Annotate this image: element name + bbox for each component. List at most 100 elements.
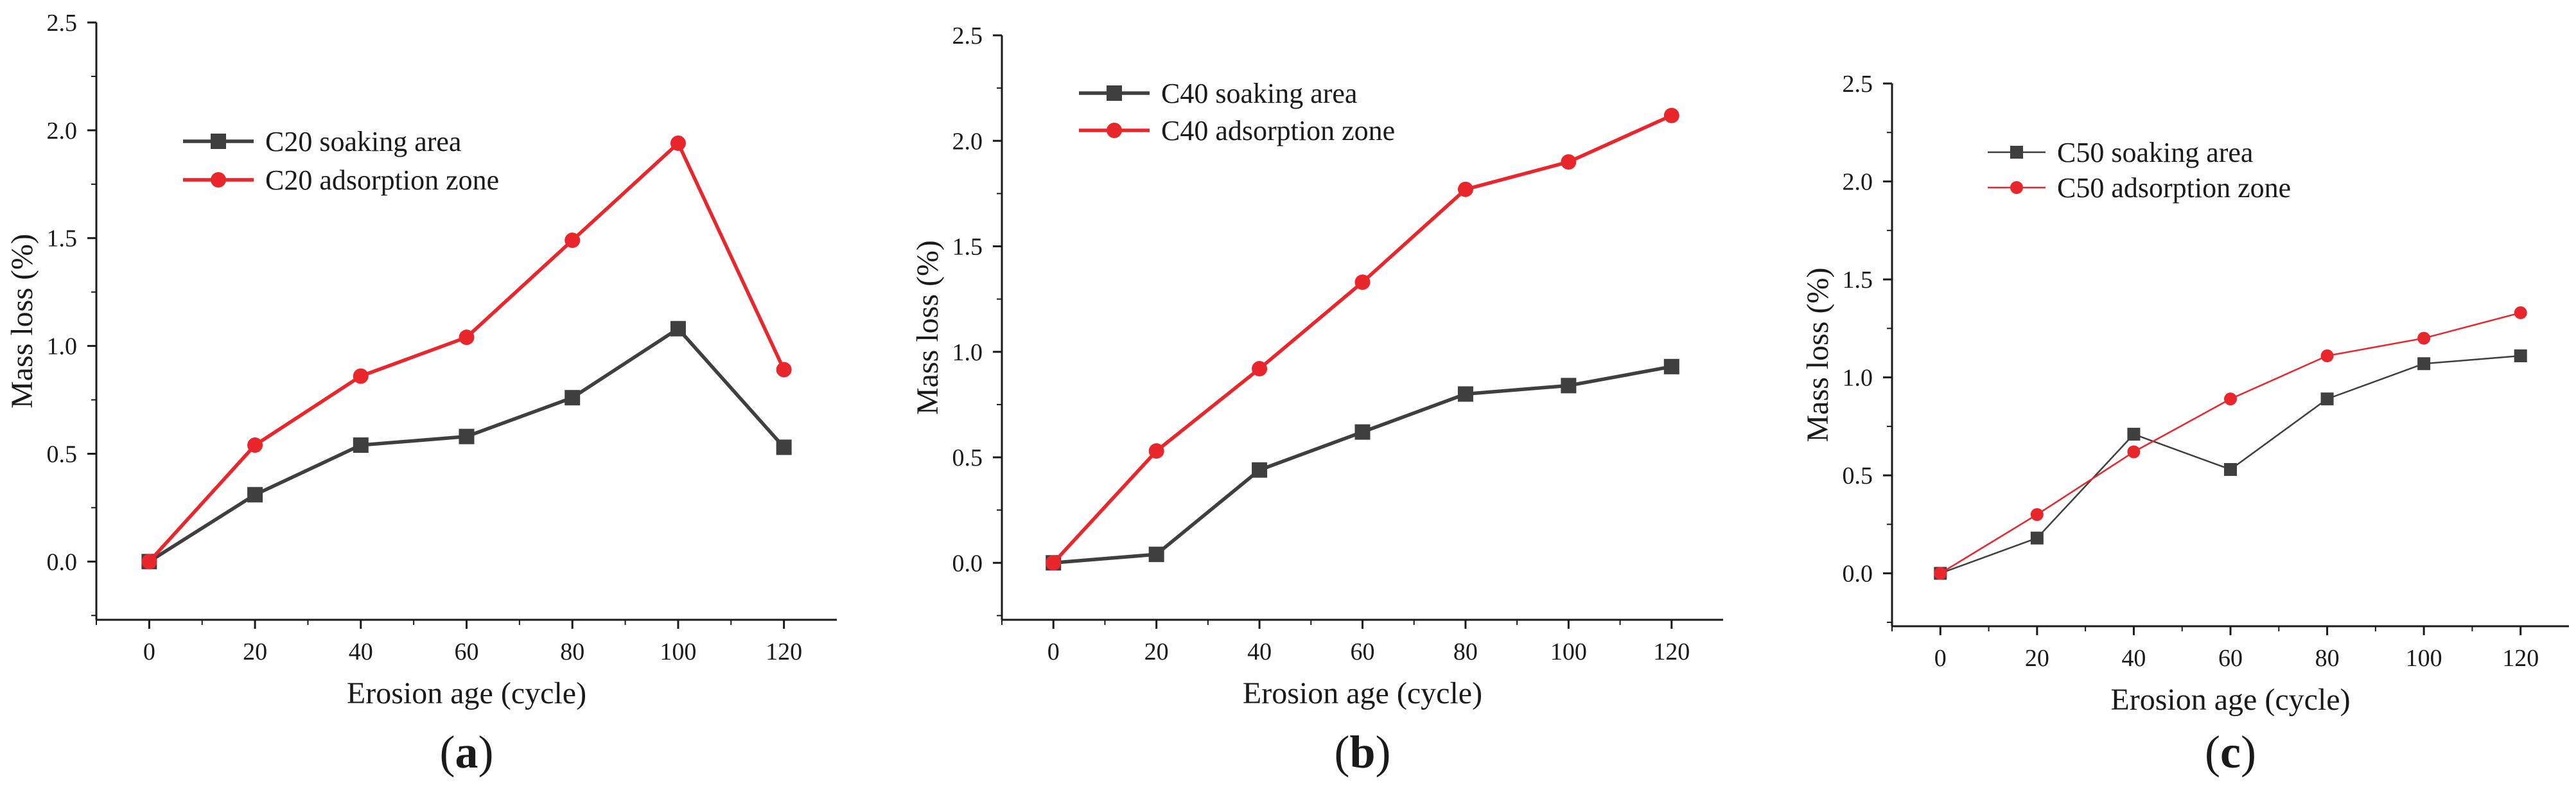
data-point <box>1457 181 1473 197</box>
data-point <box>1934 566 1947 580</box>
x-tick-label: 0 <box>1934 645 1947 672</box>
y-axis-title: Mass loss (%) <box>1801 268 1835 443</box>
data-point <box>1354 274 1371 290</box>
y-tick-label: 1.5 <box>952 234 983 261</box>
chart-panel-b: 0 20 40 60 80 100 120 0.0 0.5 1.0 1.5 2.0 2.5 Erosion… <box>911 22 1723 778</box>
data-point <box>2417 357 2431 371</box>
data-point <box>1148 547 1164 563</box>
x-tick-label: 120 <box>766 638 802 665</box>
data-point <box>1354 424 1371 440</box>
y-tick-label: 2.0 <box>1843 169 1873 196</box>
y-tick-label: 1.0 <box>1843 365 1873 392</box>
y-tick-label: 2.5 <box>952 22 983 49</box>
data-point <box>776 362 792 378</box>
x-tick-label: 80 <box>2315 645 2340 672</box>
x-tick-label: 60 <box>455 638 479 665</box>
y-tick-label: 1.5 <box>1843 267 1873 294</box>
y-tick-label: 0.0 <box>1843 561 1873 588</box>
y-tick-label: 2.0 <box>952 128 983 155</box>
y-axis-title: Mass loss (%) <box>5 234 39 408</box>
x-tick-label: 60 <box>1351 638 1375 665</box>
data-point <box>2030 531 2044 545</box>
y-tick-label: 0.5 <box>1843 462 1873 489</box>
y-tick-label: 0.5 <box>47 441 78 468</box>
data-point <box>2127 428 2141 441</box>
legend-label: C20 adsorption zone <box>265 164 499 196</box>
x-tick-label: 0 <box>1047 638 1060 665</box>
x-axis-title: Erosion age (cycle) <box>347 676 586 710</box>
data-point <box>1561 378 1577 394</box>
data-point <box>670 320 686 337</box>
legend-marker <box>1107 85 1122 101</box>
panel-label-letter: c <box>2220 726 2241 778</box>
data-point <box>2320 349 2334 363</box>
x-tick-label: 0 <box>143 638 155 665</box>
y-tick-label: 0.5 <box>952 444 983 471</box>
data-point <box>2224 392 2237 406</box>
legend-marker <box>211 172 226 188</box>
x-tick-label: 120 <box>2502 645 2539 672</box>
x-tick-label: 100 <box>2406 645 2442 672</box>
y-tick-label: 2.5 <box>1843 71 1873 98</box>
data-point <box>1663 358 1679 374</box>
data-point <box>776 439 792 455</box>
x-tick-label: 80 <box>560 638 584 665</box>
y-tick-label: 2.0 <box>47 118 78 145</box>
data-point <box>1663 107 1679 123</box>
data-point <box>247 487 263 503</box>
data-point <box>1252 462 1268 478</box>
data-point <box>2514 349 2527 363</box>
data-point <box>1457 386 1473 402</box>
data-point <box>1561 154 1577 170</box>
panel-label: (a) <box>440 726 494 778</box>
x-tick-label: 120 <box>1653 638 1690 665</box>
data-point <box>247 437 263 453</box>
data-point <box>1046 555 1062 571</box>
panel-label: (c) <box>2205 726 2256 778</box>
x-tick-label: 60 <box>2218 645 2243 672</box>
legend-label: C50 soaking area <box>2057 137 2253 168</box>
data-point <box>1252 361 1268 377</box>
data-point <box>670 136 686 152</box>
chart-panel-a: 0 20 40 60 80 100 120 0.0 0.5 1.0 1.5 2.0 2.5 Erosion… <box>5 10 837 778</box>
x-tick-label: 20 <box>2025 645 2049 672</box>
legend-label: C40 adsorption zone <box>1161 115 1395 146</box>
x-tick-label: 100 <box>660 638 696 665</box>
chart-panel-c: 0 20 40 60 80 100 120 0.0 0.5 1.0 1.5 2.0 2.5 Erosion… <box>1801 71 2569 778</box>
y-tick-label: 0.0 <box>47 549 78 575</box>
data-point <box>2030 508 2044 522</box>
y-tick-label: 1.0 <box>47 333 78 360</box>
data-point <box>1148 443 1164 459</box>
series-line-adsorption <box>148 141 786 563</box>
data-point <box>2514 306 2527 319</box>
x-tick-label: 20 <box>1144 638 1169 665</box>
x-tick-label: 40 <box>349 638 373 665</box>
y-tick-label: 1.5 <box>47 225 78 252</box>
data-point <box>565 233 581 249</box>
legend-label: C40 soaking area <box>1161 78 1357 109</box>
panel-label: (b) <box>1334 726 1390 778</box>
data-point <box>2417 331 2431 345</box>
data-point <box>353 368 369 384</box>
data-point <box>2127 445 2141 459</box>
legend-marker <box>2010 146 2023 159</box>
data-point <box>2320 392 2334 406</box>
panel-label-letter: a <box>455 726 478 778</box>
series-line-soaking <box>148 327 785 563</box>
data-point <box>459 428 475 444</box>
data-point <box>459 329 475 346</box>
legend-marker <box>211 134 226 149</box>
x-tick-label: 40 <box>1247 638 1272 665</box>
x-tick-label: 100 <box>1550 638 1587 665</box>
y-tick-label: 0.0 <box>952 550 983 577</box>
series-line-adsorption <box>1940 312 2521 574</box>
x-tick-label: 20 <box>243 638 267 665</box>
x-axis-title: Erosion age (cycle) <box>1243 676 1482 710</box>
series-line-adsorption <box>1052 114 1672 565</box>
y-tick-label: 1.0 <box>952 339 983 366</box>
y-axis-title: Mass loss (%) <box>911 240 945 415</box>
legend-marker <box>2010 181 2023 194</box>
legend-label: C50 adsorption zone <box>2057 172 2291 204</box>
y-tick-label: 2.5 <box>47 10 78 37</box>
